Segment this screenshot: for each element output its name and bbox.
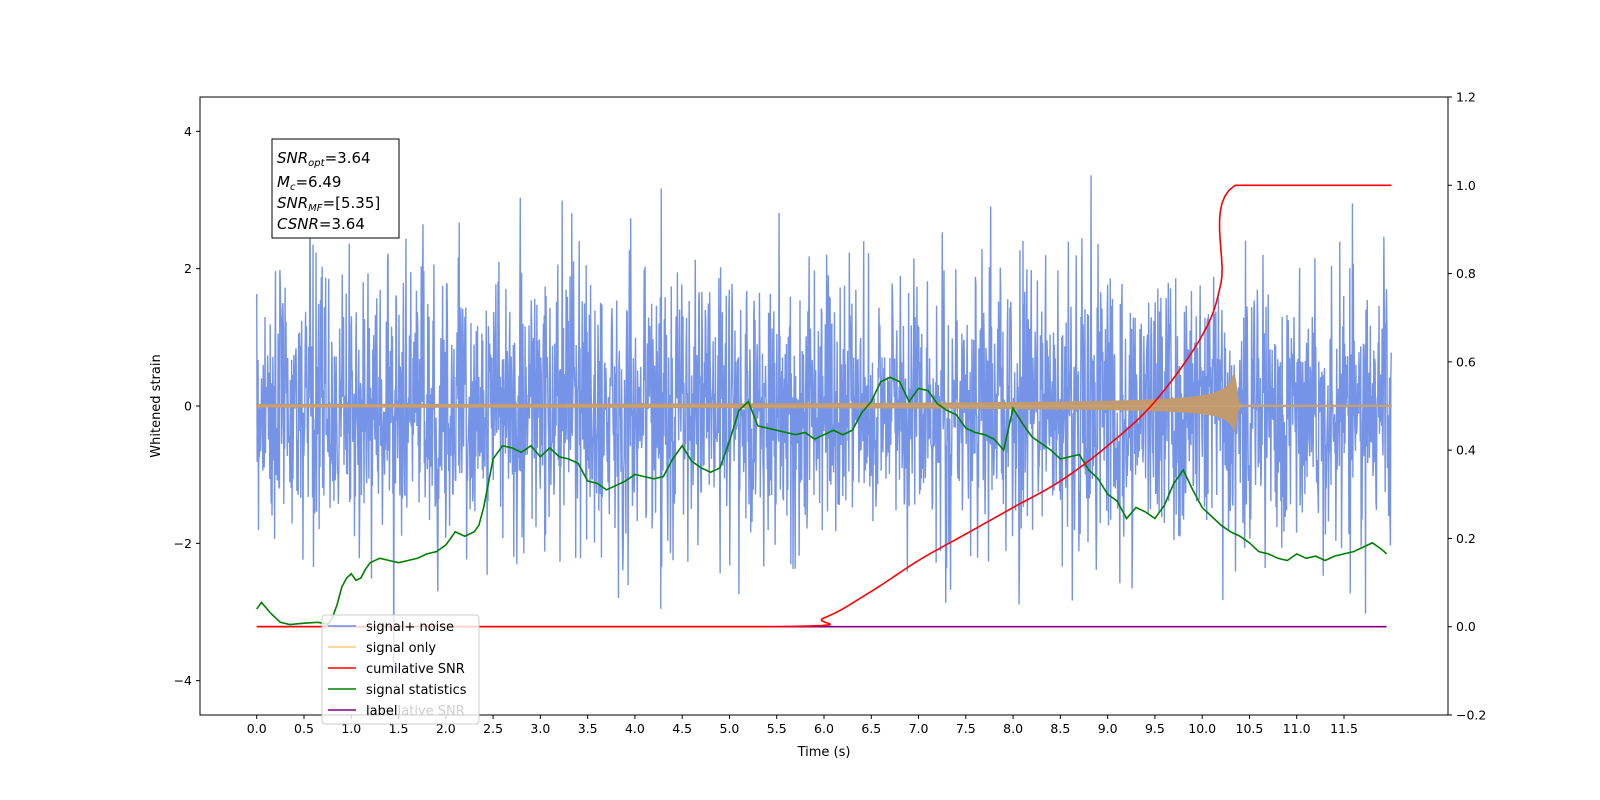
y-tick-label: −4 <box>174 673 192 688</box>
x-tick-label: 6.5 <box>861 721 881 736</box>
x-tick-label: 7.0 <box>909 721 929 736</box>
x-tick-label: 5.0 <box>720 721 740 736</box>
x-tick-label: 11.0 <box>1283 721 1311 736</box>
y2-tick-label: 0.8 <box>1456 266 1476 281</box>
x-tick-label: 9.5 <box>1145 721 1165 736</box>
y2-tick-label: 1.0 <box>1456 178 1476 193</box>
legend-label-cumulative-snr-overlap: cumilative SNR <box>366 704 465 719</box>
y-axis-label: Whitened strain <box>149 354 164 457</box>
y2-tick-label: 0.2 <box>1456 531 1476 546</box>
x-tick-label: 9.0 <box>1098 721 1118 736</box>
legend-label-signal-only: signal only <box>366 641 436 656</box>
annotation-box: SNRopt=3.64 Mc=6.49 SNRMF=[5.35] CSNR=3.… <box>271 138 400 239</box>
y-tick-label: 0 <box>184 399 192 414</box>
legend-label-signal-statistics: signal statistics <box>366 683 467 698</box>
annotation-line-mc: Mc=6.49 <box>277 173 341 193</box>
legend-label-cumulative-snr: cumilative SNR <box>366 662 465 677</box>
y-tick-label: 2 <box>184 261 192 276</box>
axes: 0.0 0.5 1.0 1.5 2.0 2.5 3.0 3.5 4.0 4.5 5.0 5.5 6.0 6… <box>174 90 1487 737</box>
legend-label-label: label <box>366 704 397 719</box>
legend-label-signal-noise: signal+ noise <box>366 620 454 635</box>
annotation-line-snr-mf: SNRMF=[5.35] <box>277 194 380 214</box>
annotation-line-snr-opt: SNRopt=3.64 <box>277 149 371 169</box>
x-tick-label: 10.0 <box>1188 721 1216 736</box>
x-tick-label: 8.0 <box>1003 721 1023 736</box>
series-signal-noise <box>256 162 1392 676</box>
x-axis-label: Time (s) <box>797 745 851 760</box>
y2-tick-label: 0.6 <box>1456 354 1476 369</box>
x-tick-label: 2.5 <box>483 721 503 736</box>
y-tick-label: 4 <box>184 124 192 139</box>
series-cumulative-snr <box>256 184 1392 628</box>
x-tick-label: 0.5 <box>294 721 314 736</box>
x-tick-label: 0.0 <box>247 721 267 736</box>
annotation-line-csnr: CSNR=3.64 <box>277 215 365 233</box>
legend: signal+ noise signal only cumilative SNR… <box>321 614 480 725</box>
x-tick-label: 1.5 <box>389 721 409 736</box>
x-tick-label: 6.0 <box>814 721 834 736</box>
y2-tick-label: −0.2 <box>1456 708 1486 723</box>
x-tick-label: 10.5 <box>1236 721 1264 736</box>
series-signal-statistics <box>256 376 1388 626</box>
x-tick-label: 4.0 <box>625 721 645 736</box>
x-tick-label: 2.0 <box>436 721 456 736</box>
y2-tick-label: 1.2 <box>1456 90 1476 105</box>
legend-frame <box>321 614 480 725</box>
x-tick-label: 3.0 <box>530 721 550 736</box>
x-tick-label: 7.5 <box>956 721 976 736</box>
y2-tick-label: 0.0 <box>1456 619 1476 634</box>
x-tick-label: 11.5 <box>1330 721 1358 736</box>
x-tick-label: 4.5 <box>672 721 692 736</box>
x-tick-label: 5.5 <box>767 721 787 736</box>
x-tick-label: 1.0 <box>341 721 361 736</box>
y2-tick-label: 0.4 <box>1456 443 1476 458</box>
x-tick-label: 8.5 <box>1050 721 1070 736</box>
y-tick-label: −2 <box>174 536 192 551</box>
x-tick-label: 3.5 <box>578 721 598 736</box>
annotation-frame <box>271 138 400 239</box>
